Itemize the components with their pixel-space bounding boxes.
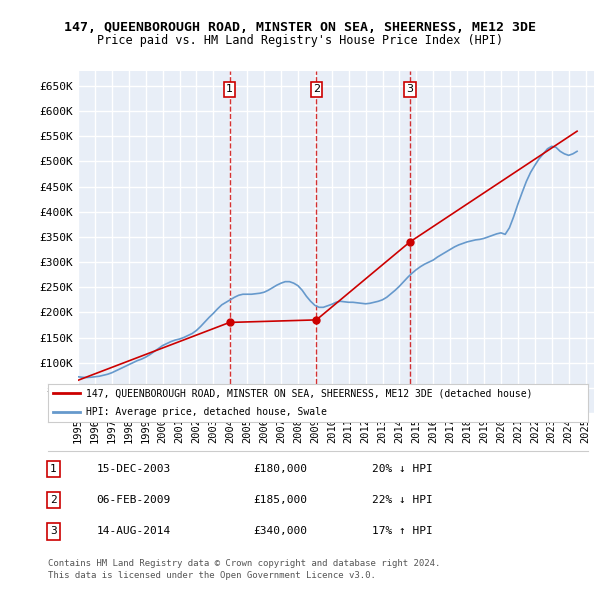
Text: 2: 2 <box>313 84 320 94</box>
Text: 1: 1 <box>226 84 233 94</box>
Text: 3: 3 <box>406 84 413 94</box>
Text: £180,000: £180,000 <box>253 464 307 474</box>
Text: 147, QUEENBOROUGH ROAD, MINSTER ON SEA, SHEERNESS, ME12 3DE (detached house): 147, QUEENBOROUGH ROAD, MINSTER ON SEA, … <box>86 388 532 398</box>
Text: HPI: Average price, detached house, Swale: HPI: Average price, detached house, Swal… <box>86 407 326 417</box>
Text: 06-FEB-2009: 06-FEB-2009 <box>97 495 171 505</box>
Text: 1: 1 <box>50 464 57 474</box>
Text: 2: 2 <box>50 495 57 505</box>
Text: 22% ↓ HPI: 22% ↓ HPI <box>372 495 433 505</box>
Text: This data is licensed under the Open Government Licence v3.0.: This data is licensed under the Open Gov… <box>48 571 376 580</box>
Text: 20% ↓ HPI: 20% ↓ HPI <box>372 464 433 474</box>
Text: £185,000: £185,000 <box>253 495 307 505</box>
Text: 15-DEC-2003: 15-DEC-2003 <box>97 464 171 474</box>
Text: £340,000: £340,000 <box>253 526 307 536</box>
Text: Contains HM Land Registry data © Crown copyright and database right 2024.: Contains HM Land Registry data © Crown c… <box>48 559 440 568</box>
Text: 14-AUG-2014: 14-AUG-2014 <box>97 526 171 536</box>
Text: 17% ↑ HPI: 17% ↑ HPI <box>372 526 433 536</box>
Text: 147, QUEENBOROUGH ROAD, MINSTER ON SEA, SHEERNESS, ME12 3DE: 147, QUEENBOROUGH ROAD, MINSTER ON SEA, … <box>64 21 536 34</box>
Text: 3: 3 <box>50 526 57 536</box>
Text: Price paid vs. HM Land Registry's House Price Index (HPI): Price paid vs. HM Land Registry's House … <box>97 34 503 47</box>
